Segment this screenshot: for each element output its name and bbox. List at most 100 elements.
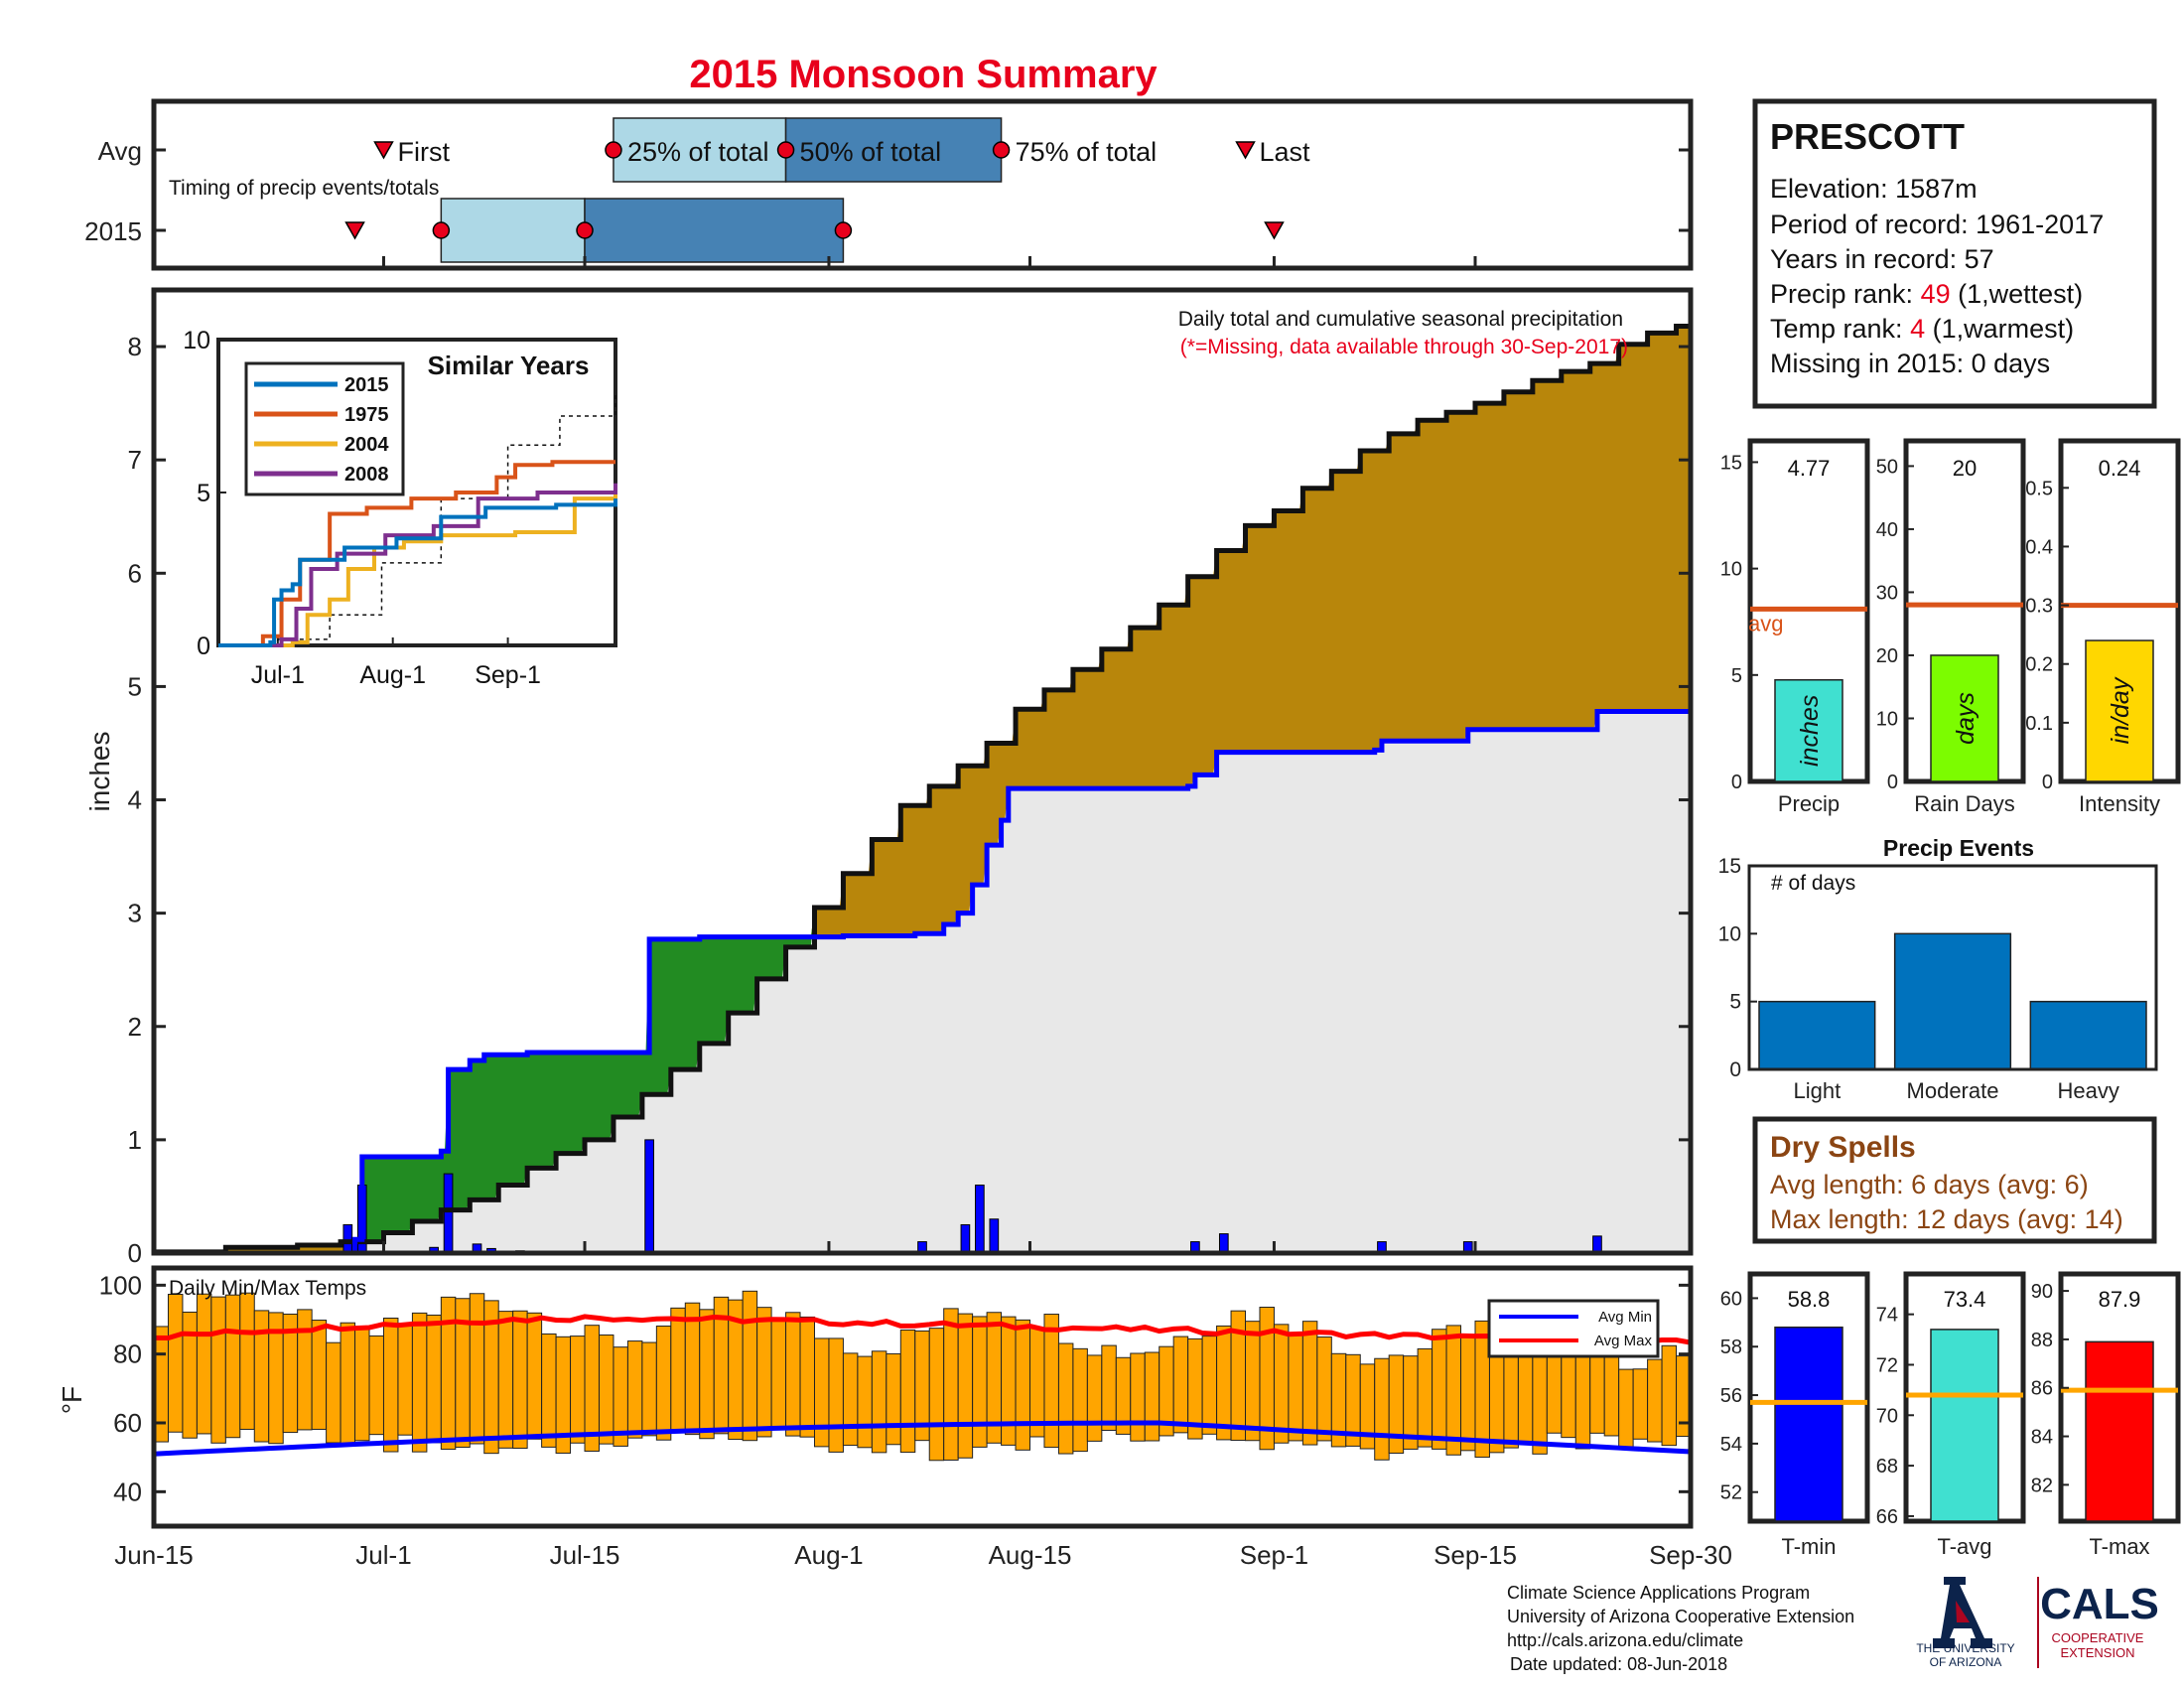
- main-y-tick-label: 6: [128, 558, 142, 588]
- daily-temp-range-bar: [167, 1293, 184, 1433]
- temp-chart-ylabel: °F: [57, 1386, 87, 1414]
- main-y-tick-label: 2: [128, 1012, 142, 1042]
- avg-exceeds-2015-area: [154, 324, 1691, 1253]
- cals-logo-line-2: EXTENSION: [2060, 1645, 2134, 1660]
- daily-temp-range-bar: [699, 1309, 715, 1440]
- y2015-25-50-box: [440, 198, 586, 263]
- temp-chart-label: Daily Min/Max Temps: [169, 1277, 366, 1300]
- mini-panel-value-Intensity: 0.24: [2099, 456, 2141, 481]
- temp-chart-frame: [151, 1265, 1694, 1529]
- x-axis-label: Jul-15: [550, 1540, 620, 1570]
- temp-panel-label-T-avg: T-avg: [1937, 1534, 1991, 1559]
- ua-logo-line-1: THE UNIVERSITY: [1916, 1641, 2014, 1655]
- events-title: Precip Events: [1883, 835, 2034, 861]
- daily-temp-range-bar: [1661, 1344, 1678, 1447]
- temp-panel-tick-label: 70: [1876, 1405, 1898, 1427]
- daily-temp-range-bar: [311, 1320, 328, 1430]
- mini-panel-tick-label: 0.3: [2025, 596, 2053, 618]
- temp-panel-bar-T-avg: [1930, 1329, 1999, 1522]
- temp-y-tick-label: 60: [113, 1408, 142, 1438]
- precip-mini-panels: inches 4.77 Precip 0 5 10 15 avg days 20 Rain Days…: [1720, 438, 2181, 816]
- daily-precip-bar: [1218, 1233, 1229, 1254]
- dry-spells-title: Dry Spells: [1770, 1131, 1916, 1164]
- mini-panel-frame-Rain Days: [1903, 438, 2026, 784]
- timing-label-50: 50% of total: [800, 137, 942, 167]
- station-temp-rank: Temp rank: 4 (1,warmest): [1770, 314, 2074, 344]
- inset-legend-label-2004: 2004: [344, 434, 389, 456]
- inset-y-label: 0: [197, 633, 210, 660]
- mini-panel-tick-label: 0: [1887, 772, 1898, 793]
- temp-rank-suffix: (1,warmest): [1925, 314, 2074, 344]
- footer-line-3: http://cals.arizona.edu/climate: [1507, 1630, 1743, 1650]
- daily-temp-range-bar: [928, 1328, 945, 1462]
- temp-panel-tick-label: 74: [1876, 1305, 1898, 1327]
- temp-panel-tick-label: 56: [1720, 1385, 1742, 1407]
- temp-panel-bar-T-min: [1774, 1326, 1843, 1522]
- temp-y-tick-label: 40: [113, 1477, 142, 1506]
- temp-panel-label-T-min: T-min: [1782, 1534, 1837, 1559]
- events-category-label: Heavy: [2057, 1078, 2118, 1103]
- daily-temp-range-bar: [382, 1318, 399, 1453]
- main-y-tick-label: 3: [128, 899, 142, 928]
- daily-temp-range-bar: [1632, 1368, 1649, 1440]
- events-category-label: Moderate: [1907, 1078, 1999, 1103]
- daily-precip-bar: [960, 1223, 971, 1254]
- x-axis-label: Aug-1: [794, 1540, 863, 1570]
- daily-temp-range-bar: [1561, 1343, 1576, 1439]
- station-precip-rank: Precip rank: 49 (1,wettest): [1770, 279, 2083, 309]
- avg-25-50-box: [613, 117, 787, 183]
- inset-legend-label-2015: 2015: [344, 374, 389, 396]
- inset-y-label: 5: [197, 480, 210, 507]
- cumulative-2015-line: [154, 709, 1691, 1256]
- daily-temp-range-bar: [1288, 1333, 1303, 1442]
- station-name: PRESCOTT: [1770, 116, 1965, 157]
- dry-spells-max: Max length: 12 days (avg: 14): [1770, 1204, 2123, 1234]
- daily-temp-range-bar: [684, 1302, 701, 1436]
- footer-line-4: Date updated: 08-Jun-2018: [1510, 1654, 1727, 1674]
- avg-last-marker: [1235, 141, 1256, 160]
- y2015-last-marker: [1264, 221, 1285, 240]
- daily-temp-range-bar: [469, 1293, 485, 1445]
- mini-panel-tick-label: 0: [2042, 772, 2053, 793]
- daily-temp-range-bar: [1589, 1352, 1605, 1434]
- dry-spells-box: Dry Spells Avg length: 6 days (avg: 6) M…: [1752, 1116, 2157, 1244]
- daily-temp-range-bar: [1647, 1358, 1663, 1443]
- inset-legend-label-1975: 1975: [344, 404, 389, 426]
- y2015-p50-marker: [576, 221, 594, 239]
- daily-temp-range-bar: [641, 1341, 657, 1437]
- daily-temp-range-bar: [397, 1325, 413, 1436]
- precip-rank-prefix: Precip rank:: [1770, 279, 1921, 309]
- main-chart-frame: [151, 287, 1694, 1256]
- mini-panel-tick-label: 0: [1731, 772, 1742, 793]
- daily-temp-range-bar: [1130, 1352, 1146, 1442]
- avg-50-75-box: [784, 117, 1003, 183]
- temp-rank-value: 4: [1910, 314, 1925, 344]
- daily-temp-range-bar: [1015, 1319, 1031, 1451]
- daily-temp-range-bar: [1086, 1354, 1103, 1442]
- y2015-p75-marker: [834, 221, 853, 239]
- timing-caption: Timing of precip events/totals: [169, 177, 439, 200]
- daily-temp-range-bar: [1432, 1329, 1447, 1450]
- main-chart-missing-note: (*=Missing, data available through 30-Se…: [1180, 336, 1628, 358]
- daily-temp-range-bar: [813, 1337, 830, 1448]
- temp-y-tick-label: 80: [113, 1339, 142, 1369]
- daily-temp-range-bar: [1172, 1336, 1189, 1434]
- daily-temp-range-bar: [526, 1312, 543, 1440]
- temp-panel-bar-T-max: [2085, 1340, 2154, 1522]
- daily-temp-range-bar: [670, 1307, 686, 1433]
- daily-temp-range-bar: [210, 1296, 226, 1444]
- daily-temp-range-bar: [655, 1326, 672, 1441]
- main-y-tick-label: 5: [128, 671, 142, 701]
- main-y-tick-label: 0: [128, 1238, 142, 1268]
- daily-temp-range-bar: [770, 1318, 787, 1431]
- mini-panel-tick-label: 50: [1876, 456, 1898, 478]
- similar-years-inset: 0 5 10 Jul-1 Aug-1 Sep-1 Similar Years 2015 19…: [183, 327, 617, 689]
- temp-panel-tick-label: 68: [1876, 1456, 1898, 1477]
- mini-panel-bar-label-Rain Days: days: [1952, 692, 1979, 745]
- timing-label-last: Last: [1260, 137, 1311, 167]
- main-chart-caption: Daily total and cumulative seasonal prec…: [1178, 308, 1623, 331]
- mini-panel-tick-label: 40: [1876, 519, 1898, 541]
- temp-mini-panels: 58.8 T-min 52 54 56 58 60 73.4 T-avg 66 68 70 72 74 87…: [1720, 1271, 2181, 1559]
- temp-panel-tick-label: 82: [2031, 1475, 2053, 1496]
- y2015-p25-marker: [432, 221, 451, 239]
